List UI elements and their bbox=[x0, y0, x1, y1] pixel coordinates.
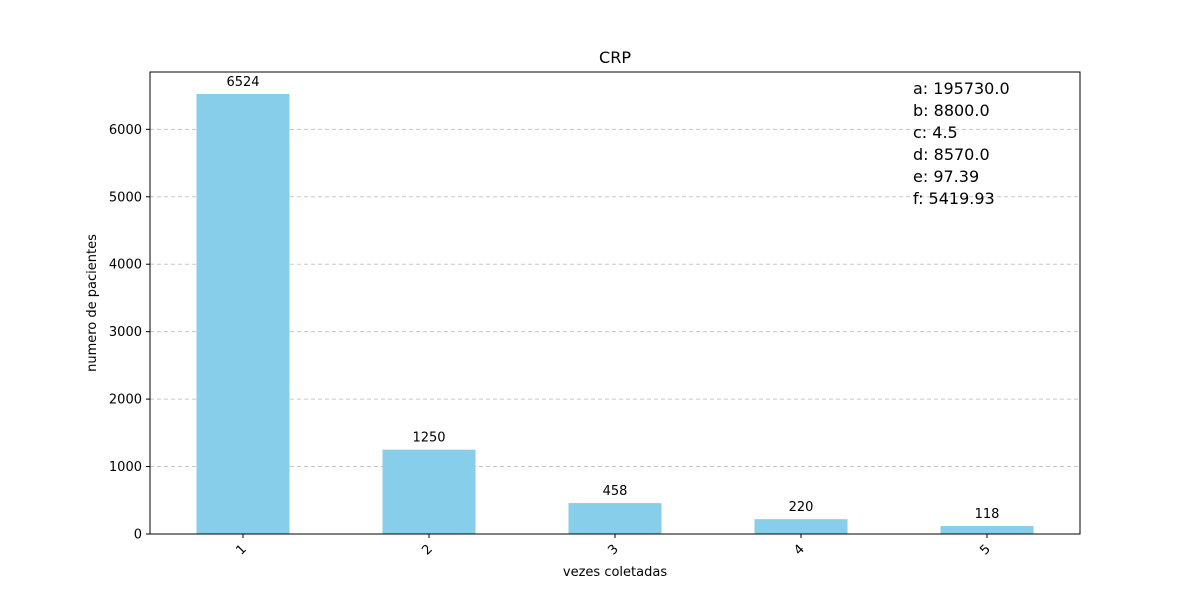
y-axis-label: numero de pacientes bbox=[85, 234, 100, 372]
stats-line: a: 195730.0 bbox=[913, 79, 1010, 98]
stats-line: e: 97.39 bbox=[913, 167, 979, 186]
bar-5 bbox=[940, 526, 1034, 534]
y-tick-label: 5000 bbox=[109, 190, 142, 205]
y-tick-label: 6000 bbox=[109, 123, 142, 138]
bars bbox=[196, 93, 1034, 534]
stats-line: f: 5419.93 bbox=[913, 189, 995, 208]
bar-value-label: 1250 bbox=[412, 431, 445, 446]
stats-line: c: 4.5 bbox=[913, 123, 958, 142]
bar-3 bbox=[568, 503, 662, 534]
bar-value-label: 118 bbox=[975, 507, 1000, 522]
y-tick-label: 1000 bbox=[109, 460, 142, 475]
y-tick-label: 0 bbox=[134, 528, 142, 543]
bar-2 bbox=[382, 449, 476, 534]
chart-title: CRP bbox=[599, 48, 631, 67]
stats-line: b: 8800.0 bbox=[913, 101, 990, 120]
bar-value-label: 458 bbox=[603, 484, 628, 499]
data-labels: 6524 1250 458 220 118 bbox=[226, 75, 999, 522]
x-axis-label: vezes coletadas bbox=[563, 565, 667, 580]
bar-1 bbox=[196, 93, 290, 534]
stats-annotation: a: 195730.0 b: 8800.0 c: 4.5 d: 8570.0 e: 97… bbox=[913, 79, 1010, 208]
y-tick-label: 2000 bbox=[109, 393, 142, 408]
y-tick-label: 4000 bbox=[109, 258, 142, 273]
bar-value-label: 220 bbox=[789, 500, 814, 515]
y-tick-label: 3000 bbox=[109, 325, 142, 340]
bar-4 bbox=[754, 519, 848, 534]
bar-value-label: 6524 bbox=[226, 75, 259, 90]
stats-line: d: 8570.0 bbox=[913, 145, 990, 164]
